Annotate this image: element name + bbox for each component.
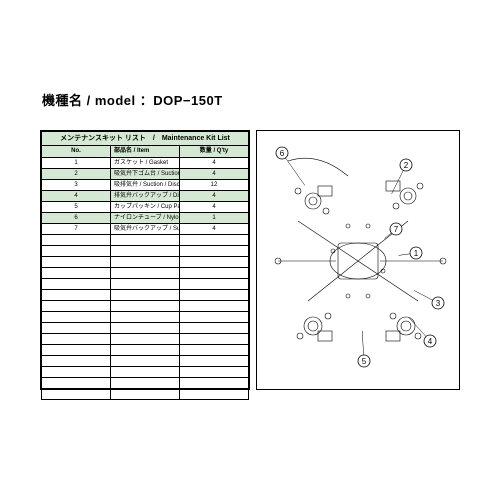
cell-qty: 1 xyxy=(180,213,249,224)
callout-3: 3 xyxy=(414,290,444,309)
table-row-empty xyxy=(42,323,249,334)
diagram-svg: 6 2 7 1 3 4 5 xyxy=(257,131,459,389)
callout-2: 2 xyxy=(392,159,412,194)
cell-no: 6 xyxy=(42,213,111,224)
svg-text:1: 1 xyxy=(414,249,419,258)
header-item: 部品名 / Item xyxy=(111,146,180,158)
table-row-empty xyxy=(42,356,249,367)
cell-qty: 4 xyxy=(180,158,249,169)
cell-qty: 4 xyxy=(180,224,249,235)
callout-5: 5 xyxy=(358,331,370,367)
table-row-empty xyxy=(42,290,249,301)
cell-item: ナイロンチューブ / Nylon Tube xyxy=(111,213,180,224)
table-row-empty xyxy=(42,257,249,268)
table-title-row: メンテナンスキット リスト / Maintenance Kit List xyxy=(42,132,249,146)
content-row: メンテナンスキット リスト / Maintenance Kit List No.… xyxy=(40,130,460,390)
svg-text:5: 5 xyxy=(362,357,367,366)
table-row-empty xyxy=(42,389,249,400)
table-row: 2吸気弁下ゴム台 / Suction Valve Rubber Grommet4 xyxy=(42,169,249,180)
svg-text:4: 4 xyxy=(428,337,433,346)
table-row: 6ナイロンチューブ / Nylon Tube1 xyxy=(42,213,249,224)
header-qty: 数量 / Q'ty xyxy=(180,146,249,158)
cell-no: 5 xyxy=(42,202,111,213)
table-row: 5カップパッキン / Cup Packing4 xyxy=(42,202,249,213)
cell-no: 7 xyxy=(42,224,111,235)
svg-text:7: 7 xyxy=(394,225,399,234)
cell-no: 3 xyxy=(42,180,111,191)
table-row-empty xyxy=(42,268,249,279)
table-row-empty xyxy=(42,378,249,389)
cell-qty: 4 xyxy=(180,169,249,180)
cell-qty: 12 xyxy=(180,180,249,191)
table-row: 7吸気弁バックアップ / Suction Valve Backup4 xyxy=(42,224,249,235)
callout-1: 1 xyxy=(399,247,422,259)
svg-text:3: 3 xyxy=(436,299,441,308)
cell-no: 2 xyxy=(42,169,111,180)
callout-7: 7 xyxy=(385,223,402,239)
cell-item: 吸気弁下ゴム台 / Suction Valve Rubber Grommet xyxy=(111,169,180,180)
model-line: 機種名 / model ：DOP−150T xyxy=(42,90,223,109)
callout-6: 6 xyxy=(276,147,305,185)
cell-qty: 4 xyxy=(180,191,249,202)
table-row-empty xyxy=(42,279,249,290)
cell-no: 1 xyxy=(42,158,111,169)
page: 機種名 / model ：DOP−150T メンテナンスキット リスト / Ma… xyxy=(0,0,500,500)
table-row: 3吸排気弁 / Suction / Discharge Valve12 xyxy=(42,180,249,191)
cell-item: 排気弁バックアップ / Discharge Valve Backup xyxy=(111,191,180,202)
cell-no: 4 xyxy=(42,191,111,202)
cell-qty: 4 xyxy=(180,202,249,213)
table-header-row: No. 部品名 / Item 数量 / Q'ty xyxy=(42,146,249,158)
cell-item: 吸気弁バックアップ / Suction Valve Backup xyxy=(111,224,180,235)
cell-item: 吸排気弁 / Suction / Discharge Valve xyxy=(111,180,180,191)
model-label: 機種名 / model xyxy=(42,93,136,108)
svg-text:2: 2 xyxy=(404,161,409,170)
table-title: メンテナンスキット リスト / Maintenance Kit List xyxy=(42,132,249,146)
table-row-empty xyxy=(42,246,249,257)
table-row: 4排気弁バックアップ / Discharge Valve Backup4 xyxy=(42,191,249,202)
cell-item: ガスケット / Gasket xyxy=(111,158,180,169)
table-row-empty xyxy=(42,367,249,378)
cell-item: カップパッキン / Cup Packing xyxy=(111,202,180,213)
header-no: No. xyxy=(42,146,111,158)
table-row: 1ガスケット / Gasket4 xyxy=(42,158,249,169)
table-row-empty xyxy=(42,235,249,246)
parts-table-wrap: メンテナンスキット リスト / Maintenance Kit List No.… xyxy=(40,130,250,390)
table-row-empty xyxy=(42,301,249,312)
svg-text:6: 6 xyxy=(280,149,285,158)
table-row-empty xyxy=(42,312,249,323)
exploded-diagram: 6 2 7 1 3 4 5 xyxy=(256,130,460,390)
table-row-empty xyxy=(42,334,249,345)
parts-table: メンテナンスキット リスト / Maintenance Kit List No.… xyxy=(41,131,249,400)
table-row-empty xyxy=(42,345,249,356)
model-value: ：DOP−150T xyxy=(140,93,223,108)
